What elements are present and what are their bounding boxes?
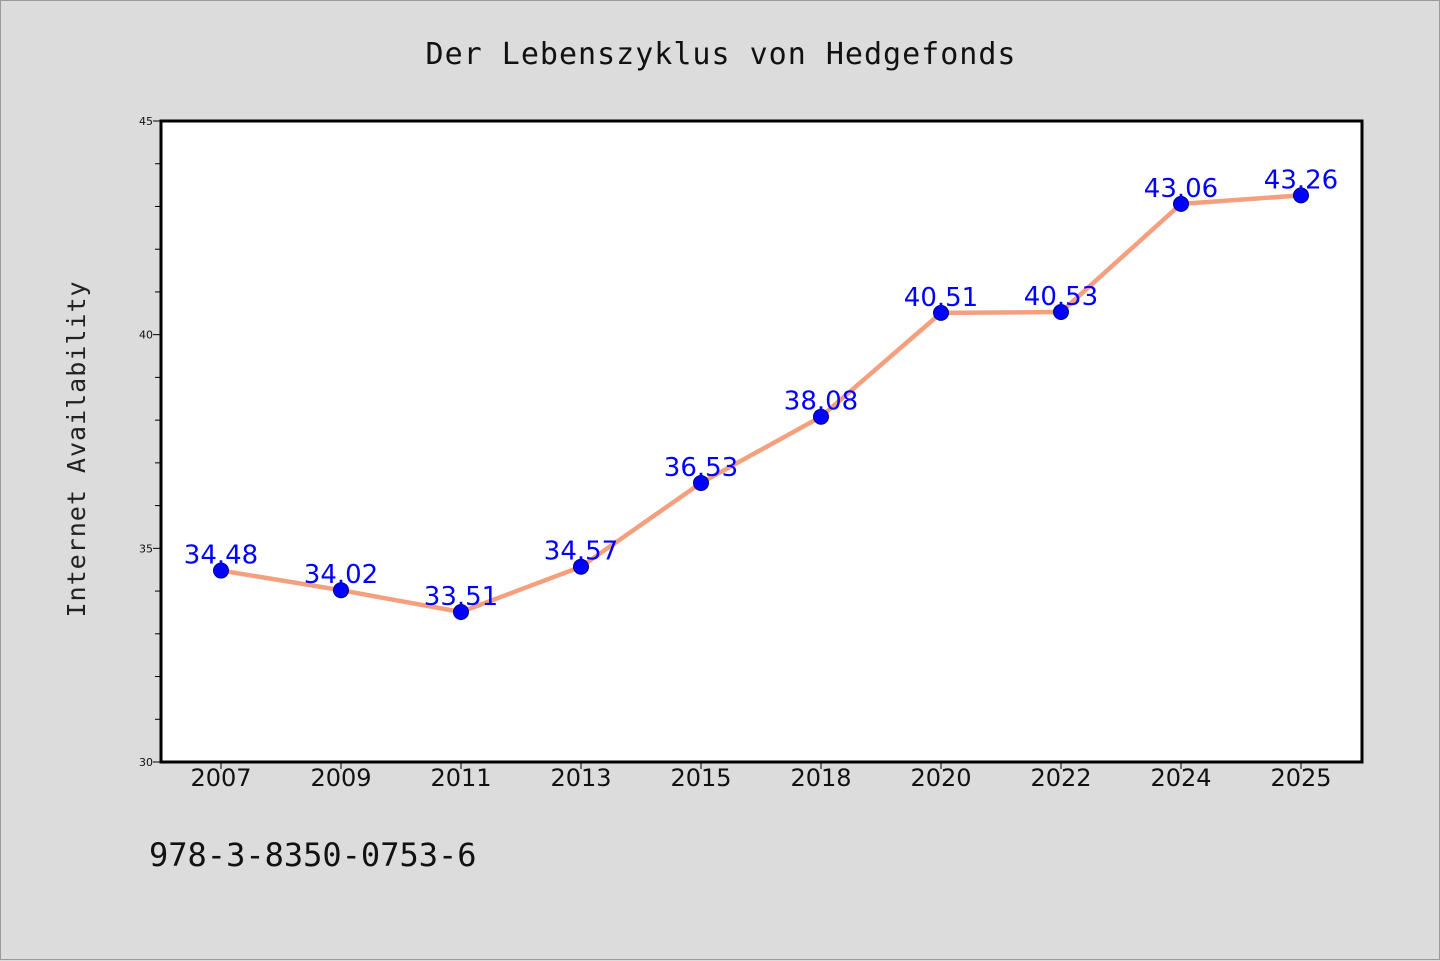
y-tick-label: 35 [139, 542, 153, 555]
data-label: 38.08 [784, 387, 858, 417]
data-label: 43.26 [1264, 165, 1338, 195]
x-tick-label: 2022 [1030, 764, 1091, 792]
data-label: 36.53 [664, 453, 738, 483]
data-labels: 34.48 34.02 33.51 34.57 36.53 38.08 40.51 40.53… [184, 165, 1338, 612]
data-label: 33.51 [424, 582, 498, 612]
series-line [218, 193, 1304, 615]
data-point [1053, 304, 1069, 321]
x-tick-label: 2015 [670, 764, 731, 792]
plot-area [159, 119, 1364, 764]
data-point [1173, 195, 1189, 212]
data-point [813, 408, 829, 425]
data-point [573, 558, 589, 575]
data-label: 34.57 [544, 537, 618, 567]
y-axis-label: Internet Availability [62, 280, 91, 617]
data-point [453, 604, 469, 621]
x-tick-label: 2011 [430, 764, 491, 792]
data-point [693, 474, 709, 491]
x-axis: 2007 2009 2011 2013 2015 2018 2020 2022 2024 2025 [190, 762, 1332, 792]
data-point [213, 562, 229, 579]
data-point [333, 582, 349, 599]
x-tick-label: 2024 [1150, 764, 1211, 792]
x-tick-label: 2025 [1270, 764, 1331, 792]
data-point [933, 304, 949, 321]
x-tick-label: 2009 [310, 764, 371, 792]
y-axis: 30 35 40 45 [139, 115, 161, 769]
y-tick-label: 30 [139, 756, 153, 769]
x-tick-label: 2013 [550, 764, 611, 792]
isbn-annotation: 978-3-8350-0753-6 [149, 836, 477, 874]
data-markers [213, 187, 1309, 621]
data-point [1293, 187, 1309, 204]
data-label: 34.48 [184, 541, 258, 571]
data-label: 40.53 [1024, 282, 1098, 312]
chart-title: Der Lebenszyklus von Hedgefonds [426, 37, 1017, 72]
data-label: 34.02 [304, 560, 378, 590]
x-tick-label: 2007 [190, 764, 251, 792]
x-tick-label: 2018 [790, 764, 851, 792]
data-label: 40.51 [904, 283, 978, 313]
data-label: 43.06 [1144, 174, 1218, 204]
y-tick-label: 40 [139, 329, 153, 342]
y-tick-label: 45 [139, 115, 153, 128]
x-tick-label: 2020 [910, 764, 971, 792]
